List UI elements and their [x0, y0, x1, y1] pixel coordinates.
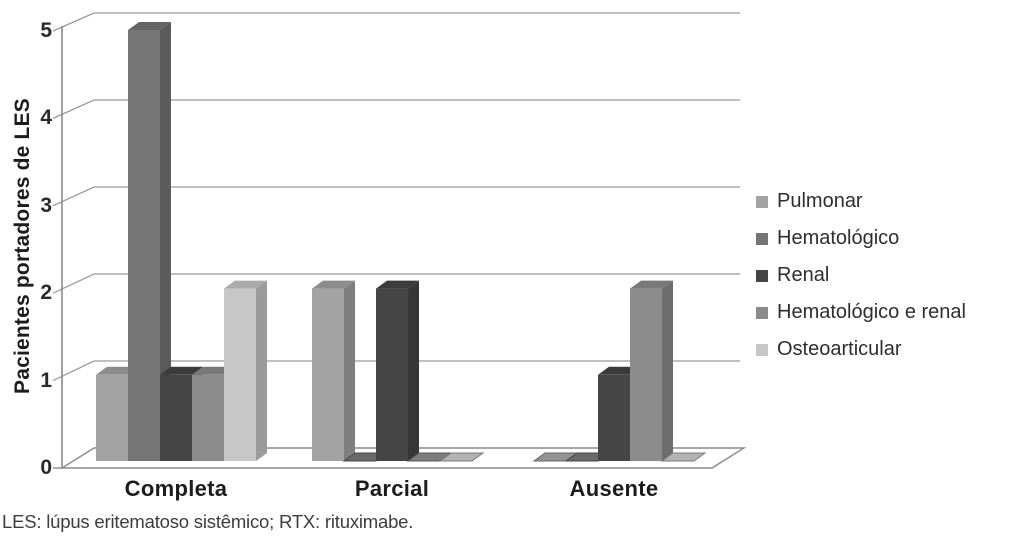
legend-swatch-icon — [756, 343, 768, 356]
x-category-label-parcial: Parcial — [354, 476, 430, 501]
gridline-y3 — [52, 186, 740, 207]
y-tick-label-5: 5 — [40, 19, 52, 42]
y-tick-label-0: 0 — [40, 456, 52, 479]
legend-label: Osteoarticular — [777, 338, 902, 360]
gridline-y2 — [52, 273, 740, 294]
gridline-y4 — [52, 99, 740, 119]
legend-item-hematológico: Hematológico — [756, 220, 966, 257]
legend-item-renal: Renal — [756, 257, 966, 294]
y-tick-label-1: 1 — [40, 368, 52, 392]
bar-parcial-pulmonar — [312, 280, 355, 461]
y-axis-title-wrap: Pacientes portadores de LES — [0, 0, 46, 492]
legend-label: Pulmonar — [777, 190, 863, 212]
legend-swatch-icon — [756, 269, 768, 282]
legend-item-hematológico-e-renal: Hematológico e renal — [756, 294, 966, 331]
figure-caption: LES: lúpus eritematoso sistêmico; RTX: r… — [2, 511, 414, 532]
y-tick-label-4: 4 — [40, 106, 52, 130]
legend-swatch-icon — [756, 306, 768, 319]
bar-ausente-osteoarticular — [660, 452, 707, 462]
legend-swatch-icon — [756, 195, 768, 208]
y-tick-label-3: 3 — [40, 193, 52, 217]
bar-parcial-osteoarticular — [438, 452, 485, 462]
bar-parcial-renal — [376, 280, 419, 461]
bar-completa-hematológico — [128, 22, 171, 461]
bar-ausente-hematológico-e-renal — [630, 280, 673, 461]
y-axis-title: Pacientes portadores de LES — [11, 98, 34, 394]
x-category-label-ausente: Ausente — [569, 476, 659, 501]
legend-label: Hematológico e renal — [777, 301, 966, 323]
gridline-y1 — [52, 360, 740, 382]
legend-label: Renal — [777, 264, 830, 286]
bar-completa-osteoarticular — [224, 280, 267, 461]
legend-swatch-icon — [756, 232, 768, 245]
legend-item-pulmonar: Pulmonar — [756, 183, 966, 220]
legend-item-osteoarticular: Osteoarticular — [756, 331, 966, 368]
legend-label: Hematológico — [777, 227, 900, 249]
chart-legend: Pulmonar Hematológico Renal Hematológico e … — [756, 183, 966, 368]
gridline-y5 — [52, 12, 740, 32]
y-tick-label-2: 2 — [40, 281, 52, 305]
x-category-label-completa: Completa — [124, 476, 228, 501]
